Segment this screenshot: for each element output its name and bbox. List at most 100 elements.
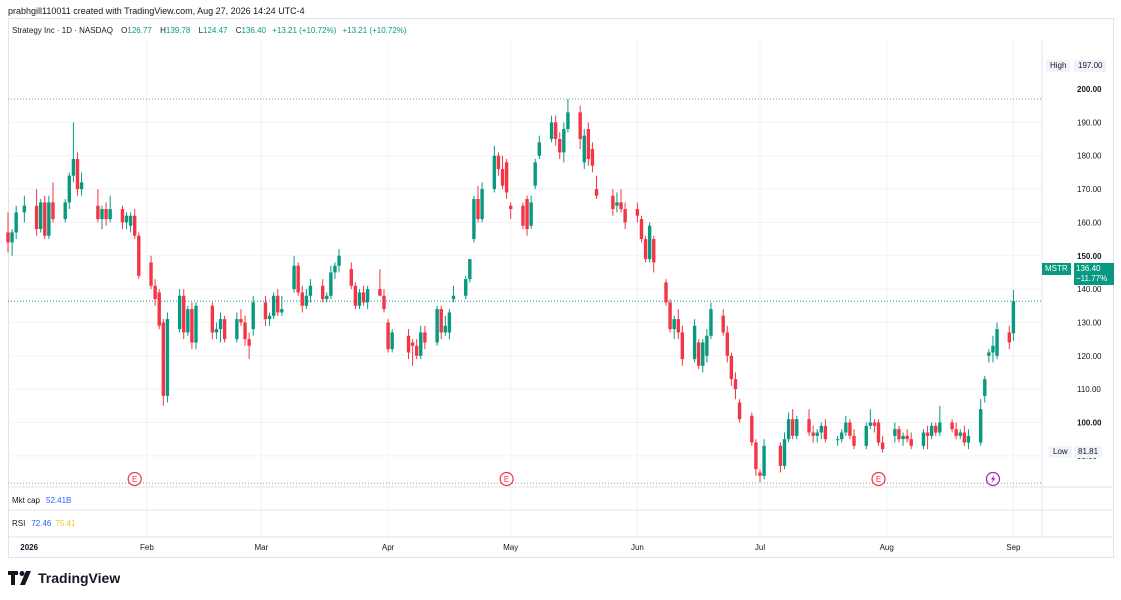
candle-up <box>893 422 897 443</box>
candle-up <box>337 249 341 273</box>
candle-body <box>480 189 484 220</box>
candle-up <box>786 412 791 443</box>
earnings-marker[interactable]: E <box>127 471 142 487</box>
candle-down <box>925 425 930 450</box>
candle-body <box>504 162 509 193</box>
candle-body <box>909 439 913 446</box>
candle-body <box>525 199 529 230</box>
candle-up <box>529 195 533 230</box>
candle-body <box>647 225 652 260</box>
candle-down <box>643 235 648 263</box>
lightning-icon[interactable] <box>985 471 1001 487</box>
earnings-marker[interactable]: E <box>871 471 886 487</box>
candle-down <box>247 332 251 360</box>
candle-up <box>267 312 272 326</box>
candle-body <box>954 429 958 436</box>
candle-body <box>537 142 542 156</box>
candle-body <box>100 209 104 220</box>
candle-down <box>153 279 157 306</box>
candle-body <box>893 429 897 436</box>
candle-down <box>664 279 668 306</box>
candle-up <box>108 195 112 223</box>
candle-body <box>868 422 873 426</box>
candle-up <box>390 329 394 353</box>
candle-body <box>71 159 76 176</box>
candle-body <box>410 342 415 346</box>
candle-up <box>480 182 484 223</box>
candle-body <box>337 255 341 266</box>
candle-up <box>795 415 799 440</box>
candle-down <box>353 282 358 310</box>
candle-up <box>782 432 787 470</box>
candle-body <box>737 402 742 420</box>
candle-up <box>71 122 76 183</box>
rsi-value: 72.46 <box>31 519 52 528</box>
candle-body <box>848 422 852 436</box>
candle-up <box>235 312 239 343</box>
candle-body <box>14 212 18 233</box>
candle-up <box>128 212 133 233</box>
candle-up <box>929 422 934 440</box>
candle-body <box>280 309 284 313</box>
candle-body <box>292 265 296 290</box>
candle-down <box>623 202 627 230</box>
rsi-legend[interactable]: RSI 72.46 75.41 <box>12 519 75 528</box>
candle-up <box>329 265 333 300</box>
candle-up <box>701 339 705 373</box>
candle-up <box>991 335 995 363</box>
candle-up <box>647 222 652 263</box>
open-label: O <box>121 26 128 35</box>
earnings-marker[interactable]: E <box>499 471 514 487</box>
candle-body <box>668 302 672 330</box>
candle-up <box>47 195 51 240</box>
candle-down <box>750 412 754 446</box>
candle-body <box>958 432 962 436</box>
candle-body <box>157 292 161 326</box>
candle-down <box>132 209 137 240</box>
x-axis-tick-label: Apr <box>382 543 395 552</box>
candle-up <box>615 192 619 213</box>
candle-down <box>725 325 730 363</box>
candle-body <box>705 335 709 356</box>
candle-body <box>594 189 599 196</box>
candle-body <box>47 202 51 236</box>
candle-body <box>1011 301 1016 334</box>
candle-body <box>349 269 354 286</box>
tradingview-brand[interactable]: TradingView <box>8 570 120 586</box>
candle-body <box>149 262 153 286</box>
candle-body <box>758 472 762 476</box>
candle-up <box>533 159 537 190</box>
candle-body <box>296 265 300 293</box>
candle-up <box>537 135 542 160</box>
x-axis-tick-label: Feb <box>140 543 154 552</box>
ticker-badge: MSTR <box>1042 263 1071 275</box>
candle-body <box>210 305 215 333</box>
y-axis-tick-label: 190.00 <box>1077 118 1102 127</box>
x-axis-tick-label: 2026 <box>20 543 38 552</box>
candle-body <box>635 209 640 216</box>
candle-body <box>778 445 783 466</box>
candle-down <box>635 202 640 223</box>
candle-body <box>79 182 84 190</box>
candle-body <box>128 215 133 226</box>
candle-up <box>958 429 962 440</box>
candle-body <box>329 272 333 296</box>
mktcap-legend[interactable]: Mkt cap 52.41B <box>12 496 71 505</box>
candle-up <box>1011 289 1016 341</box>
candle-body <box>263 302 268 320</box>
candle-up <box>447 309 452 340</box>
candle-down <box>807 409 811 436</box>
candle-down <box>729 352 734 386</box>
candle-body <box>165 319 170 396</box>
candle-down <box>553 115 558 146</box>
candle-body <box>819 425 824 433</box>
candle-body <box>921 432 926 446</box>
candle-body <box>754 442 758 470</box>
candle-body <box>733 379 738 390</box>
candle-up <box>966 429 971 450</box>
candle-body <box>96 205 100 220</box>
candle-down <box>1007 325 1012 350</box>
candle-body <box>419 332 423 356</box>
symbol-name[interactable]: Strategy Inc · 1D · NASDAQ <box>12 26 113 35</box>
